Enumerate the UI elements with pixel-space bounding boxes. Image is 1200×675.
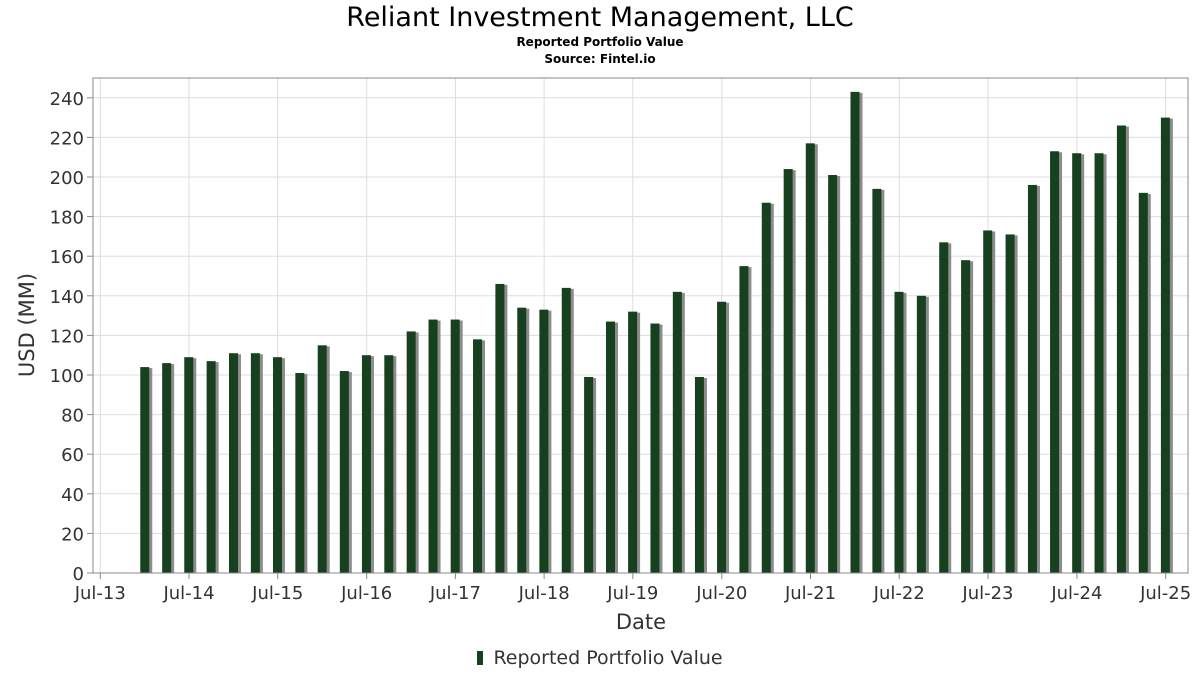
bar (894, 291, 904, 573)
bar (672, 291, 682, 573)
bar (961, 260, 971, 573)
bar (628, 311, 638, 573)
bar (761, 202, 771, 574)
bars-layer (140, 91, 1173, 574)
bar (361, 355, 371, 573)
legend-swatch (477, 651, 484, 665)
chart-title: Reliant Investment Management, LLC (346, 2, 854, 33)
plot-frame (92, 77, 1189, 574)
bar (272, 357, 282, 573)
bar (783, 169, 793, 573)
y-axis-label: USD (MM) (15, 273, 39, 377)
bar (584, 376, 594, 573)
bar (828, 175, 838, 573)
bar (983, 230, 993, 573)
bar (1138, 192, 1148, 573)
x-tick-label: Jul-15 (251, 583, 303, 604)
bar (850, 91, 860, 574)
bar (317, 345, 327, 573)
bar (140, 367, 150, 573)
x-tick-label: Jul-19 (606, 583, 658, 604)
bar (650, 323, 660, 573)
bar (1094, 153, 1104, 574)
x-tick-label: Jul-13 (74, 583, 126, 604)
bar (1072, 153, 1082, 574)
y-tick-label: 60 (61, 445, 84, 466)
x-tick-label: Jul-21 (784, 583, 836, 604)
chart-source: Source: Fintel.io (544, 52, 656, 66)
y-tick-label: 180 (50, 208, 84, 229)
bar (384, 355, 394, 573)
bar (1005, 234, 1015, 574)
y-tick-label: 80 (61, 406, 84, 427)
bar (916, 295, 926, 573)
bar (605, 321, 615, 573)
bar (1160, 117, 1170, 573)
y-tick-label: 20 (61, 524, 84, 545)
bar (561, 287, 571, 573)
x-tick-label: Jul-16 (340, 583, 392, 604)
bar (1116, 125, 1126, 574)
bar (939, 242, 949, 573)
y-tick-label: 40 (61, 485, 84, 506)
x-tick-label: Jul-18 (518, 583, 570, 604)
bar (495, 283, 505, 573)
bar (1050, 151, 1060, 573)
bar (805, 143, 815, 573)
legend: Reported Portfolio Value (0, 647, 1200, 669)
bar (739, 266, 749, 573)
y-tick-label: 140 (50, 287, 84, 308)
x-tick-label: Jul-24 (1050, 583, 1102, 604)
chart-subtitle: Reported Portfolio Value (516, 35, 684, 49)
bar (406, 331, 416, 573)
y-tick-label: 0 (73, 564, 84, 585)
bar (694, 376, 704, 573)
bar (428, 319, 438, 573)
y-tick-label: 160 (50, 247, 84, 268)
x-axis-label: Date (616, 610, 666, 634)
x-tick-label: Jul-22 (873, 583, 925, 604)
y-tick-label: 240 (50, 89, 84, 110)
bar (228, 353, 238, 573)
y-tick-label: 220 (50, 128, 84, 149)
bar (872, 188, 882, 573)
y-tick-label: 100 (50, 366, 84, 387)
legend-label: Reported Portfolio Value (493, 647, 723, 669)
bar (184, 357, 194, 573)
bar (295, 373, 305, 573)
x-tick-label: Jul-14 (162, 583, 214, 604)
bar (450, 319, 460, 573)
x-tick-label: Jul-17 (429, 583, 481, 604)
y-tick-label: 200 (50, 168, 84, 189)
x-tick-label: Jul-25 (1139, 583, 1191, 604)
bar (717, 301, 727, 573)
bar (539, 309, 549, 573)
bar (162, 363, 172, 573)
bar (339, 371, 349, 573)
y-tick-label: 120 (50, 326, 84, 347)
x-tick-label: Jul-20 (695, 583, 747, 604)
bar (517, 307, 527, 573)
bar (206, 361, 216, 573)
bar (250, 353, 260, 573)
bar (1027, 184, 1037, 574)
x-tick-label: Jul-23 (961, 583, 1013, 604)
axes-layer: 0 20 40 60 80 100 120 140 160 180 200 220 240 Jul-13 J… (50, 77, 1191, 604)
bar (473, 339, 483, 573)
